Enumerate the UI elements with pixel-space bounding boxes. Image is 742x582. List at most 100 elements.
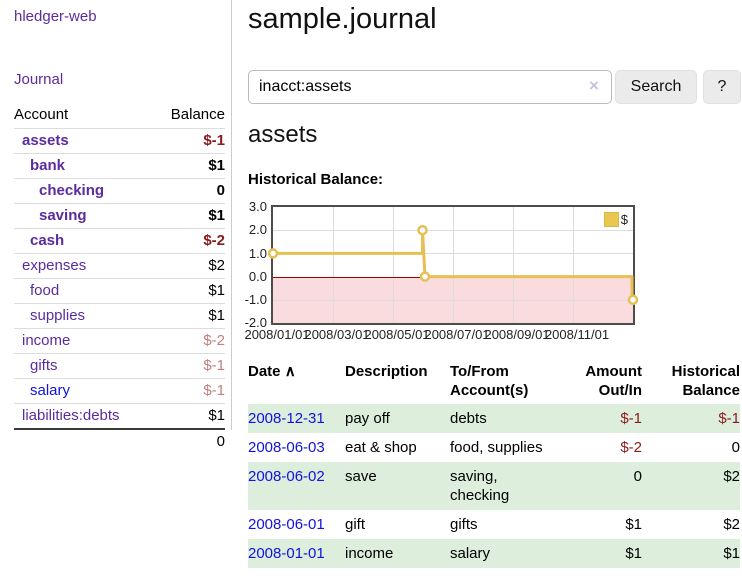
account-balance: $2 <box>153 253 225 279</box>
account-link-income[interactable]: income <box>22 332 71 349</box>
transaction-date-link[interactable]: 2008-06-01 <box>248 516 325 533</box>
grid-line <box>273 230 633 231</box>
transaction-description: save <box>345 468 377 485</box>
account-balance: $1 <box>153 278 225 304</box>
date-column-header[interactable]: Date ∧ <box>248 358 345 404</box>
transaction-description: income <box>345 545 394 562</box>
account-balance: $-1 <box>153 128 225 154</box>
description-header-label: Description <box>345 363 428 380</box>
account-balance: $1 <box>153 153 225 179</box>
account-link-cash[interactable]: cash <box>30 232 65 249</box>
transaction-row: 2008-06-02 save saving, checking 0 $2 <box>248 462 740 510</box>
total-balance: 0 <box>153 428 225 454</box>
account-link-expenses[interactable]: expenses <box>22 257 87 274</box>
balance-column-header: Historical Balance <box>642 358 740 404</box>
search-input[interactable] <box>248 70 612 104</box>
account-link-liabilities-debts[interactable]: liabilities:debts <box>22 407 120 424</box>
description-column-header: Description <box>345 358 450 404</box>
transaction-accounts: debts <box>450 410 487 427</box>
account-column-header: Account <box>14 106 69 123</box>
account-balance: $1 <box>153 303 225 329</box>
balance-chart: $ <box>267 205 639 325</box>
accounts-header-row: Account Balance <box>14 104 225 129</box>
y-axis-tick: -1.0 <box>244 292 267 307</box>
legend-label: $ <box>620 212 628 227</box>
grid-line <box>333 207 334 323</box>
transaction-date-link[interactable]: 2008-06-03 <box>248 439 325 456</box>
date-header-label: Date <box>248 363 281 380</box>
data-point-marker <box>417 224 428 236</box>
transaction-accounts: salary <box>450 545 491 562</box>
transaction-date-link[interactable]: 2008-12-31 <box>248 410 325 427</box>
transaction-accounts: gifts <box>450 516 478 533</box>
account-link-supplies[interactable]: supplies <box>30 307 86 324</box>
grid-line <box>453 207 454 323</box>
amount-header-line1: Amount <box>585 363 642 380</box>
transaction-date-link[interactable]: 2008-01-01 <box>248 545 325 562</box>
account-row: assets $-1 <box>14 128 225 154</box>
y-axis-tick: 2.0 <box>248 222 267 237</box>
accounts-column-header: To/From Account(s) <box>450 358 562 404</box>
x-axis-tick: 2008/03/01 <box>304 327 370 342</box>
transaction-amount: $1 <box>625 516 642 533</box>
account-link-food[interactable]: food <box>30 282 60 299</box>
account-link-gifts[interactable]: gifts <box>30 357 58 374</box>
balance-header-line2: Balance <box>682 382 740 399</box>
spacer <box>14 428 154 454</box>
y-axis-tick: -2.0 <box>244 315 267 330</box>
account-row: supplies $1 <box>14 303 225 329</box>
transaction-balance: $1 <box>723 545 740 562</box>
amount-header-line2: Out/In <box>598 382 642 399</box>
help-button[interactable]: ? <box>703 70 741 104</box>
transaction-accounts: saving, checking <box>450 468 510 504</box>
journal-link[interactable]: Journal <box>14 71 64 88</box>
main-content: sample.journal × Search ? assets Histori… <box>244 0 742 582</box>
x-axis-tick: 2008/11/01 <box>544 327 610 342</box>
account-link-bank[interactable]: bank <box>30 157 66 174</box>
account-link-checking[interactable]: checking <box>39 182 105 199</box>
accounts-total-row: 0 <box>14 428 225 454</box>
search-bar: × Search ? <box>248 70 742 104</box>
account-row: cash $-2 <box>14 228 225 254</box>
search-button[interactable]: Search <box>615 70 697 104</box>
transaction-description: pay off <box>345 410 390 427</box>
transaction-amount: $-2 <box>620 439 642 456</box>
account-balance: $-1 <box>153 378 225 404</box>
account-balance: $1 <box>153 203 225 229</box>
chart-legend: $ <box>603 212 628 227</box>
transaction-amount: $-1 <box>620 410 642 427</box>
transaction-row: 2008-06-01 gift gifts $1 $2 <box>248 510 740 539</box>
transaction-row: 2008-12-31 pay off debts $-1 $-1 <box>248 404 740 433</box>
account-balance: $-2 <box>153 228 225 254</box>
data-point-marker <box>267 248 279 259</box>
clear-search-icon[interactable]: × <box>589 76 599 95</box>
register-header-row: Date ∧ Description To/From Account(s) Am… <box>248 358 740 404</box>
account-row: liabilities:debts $1 <box>14 403 225 429</box>
account-link-salary[interactable]: salary <box>30 382 71 399</box>
data-point-marker <box>419 271 431 282</box>
account-balance: $1 <box>153 403 225 429</box>
account-row: gifts $-1 <box>14 353 225 379</box>
transaction-accounts: food, supplies <box>450 439 543 456</box>
x-axis-tick: 2008/05/01 <box>364 327 430 342</box>
accounts-header-line1: To/From <box>450 363 509 380</box>
account-row: expenses $2 <box>14 253 225 279</box>
transaction-amount: 0 <box>633 468 642 485</box>
account-balance: $-1 <box>153 353 225 379</box>
grid-line <box>273 300 633 301</box>
account-link-assets[interactable]: assets <box>22 132 69 149</box>
transaction-balance: $2 <box>723 468 740 485</box>
y-axis-tick: 1.0 <box>248 246 267 261</box>
account-link-saving[interactable]: saving <box>39 207 87 224</box>
accounts-table: Account Balance assets $-1 bank $1 check… <box>14 104 225 454</box>
data-point-marker <box>627 294 639 306</box>
chart-title: Historical Balance: <box>248 171 384 188</box>
transaction-balance: 0 <box>731 439 740 456</box>
transaction-balance: $2 <box>723 516 740 533</box>
transaction-description: eat & shop <box>345 439 417 456</box>
app-title-link[interactable]: hledger-web <box>14 8 97 25</box>
account-row: saving $1 <box>14 203 225 229</box>
transaction-date-link[interactable]: 2008-06-02 <box>248 468 325 485</box>
account-heading: assets <box>248 121 318 148</box>
